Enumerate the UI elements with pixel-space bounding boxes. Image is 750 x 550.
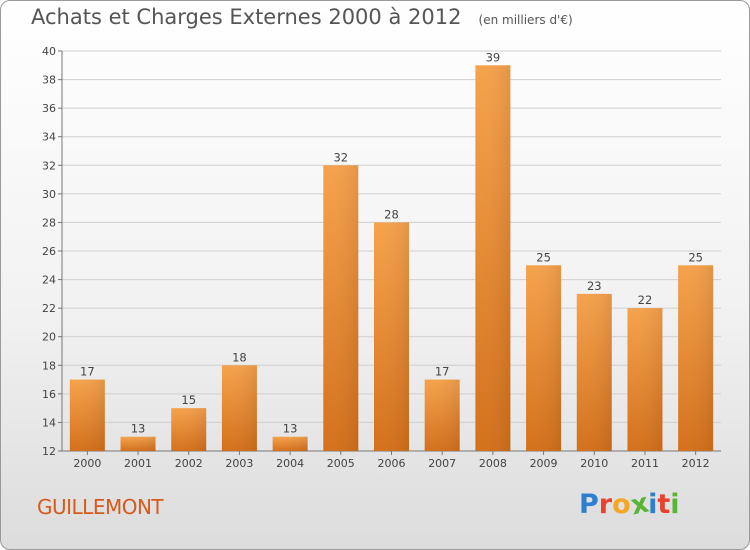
logo-letter: P	[579, 489, 599, 520]
bar-shade	[272, 436, 308, 451]
y-tick-label: 16	[42, 388, 56, 401]
value-label: 39	[486, 50, 501, 64]
value-label: 32	[333, 150, 348, 164]
value-label: 23	[587, 279, 602, 293]
logo-letter: o	[612, 489, 631, 520]
value-label: 25	[688, 250, 703, 264]
y-tick-label: 22	[42, 302, 56, 315]
bar-shade	[424, 379, 460, 451]
chart-title: Achats et Charges Externes 2000 à 2012	[31, 5, 462, 29]
y-tick-label: 18	[42, 359, 56, 372]
y-tick-label: 24	[42, 274, 56, 287]
logo-letter: r	[598, 489, 613, 520]
bar-shade	[374, 222, 409, 451]
logo-letter: t	[657, 489, 671, 520]
logo-letter: i	[670, 489, 680, 520]
title-row: Achats et Charges Externes 2000 à 2012 (…	[31, 5, 573, 29]
bar-shade	[526, 265, 562, 451]
y-tick-label: 26	[42, 245, 56, 258]
proxiti-logo: Proxiti	[579, 488, 680, 522]
value-label: 17	[435, 365, 450, 379]
value-label: 28	[384, 207, 399, 221]
bar-shade	[120, 436, 156, 451]
bar-shade	[171, 408, 207, 451]
value-label: 22	[638, 293, 653, 307]
bar-shade	[221, 365, 257, 451]
x-tick-label: 2011	[631, 457, 659, 470]
bar-shade	[475, 65, 511, 452]
value-label: 15	[181, 393, 196, 407]
x-tick-label: 2009	[530, 457, 558, 470]
y-tick-label: 36	[42, 102, 56, 115]
value-label: 13	[283, 422, 298, 436]
value-label: 25	[536, 250, 551, 264]
location-name: GUILLEMONT	[37, 495, 164, 519]
bar-shade	[678, 265, 714, 451]
y-tick-label: 20	[42, 331, 56, 344]
y-tick-label: 34	[42, 131, 56, 144]
x-tick-label: 2000	[73, 457, 101, 470]
x-tick-label: 2003	[225, 457, 253, 470]
value-label: 18	[232, 350, 247, 364]
y-tick-label: 30	[42, 188, 56, 201]
y-tick-label: 14	[42, 416, 56, 429]
x-tick-label: 2012	[682, 457, 710, 470]
y-tick-label: 32	[42, 159, 56, 172]
x-tick-label: 2010	[580, 457, 608, 470]
y-tick-label: 28	[42, 216, 56, 229]
value-label: 17	[80, 365, 95, 379]
y-tick-label: 38	[42, 74, 56, 87]
chart-subtitle: (en milliers d'€)	[478, 13, 573, 27]
logo-letter: i	[648, 489, 658, 520]
x-tick-label: 2001	[124, 457, 152, 470]
y-tick-label: 40	[42, 45, 56, 58]
value-label: 13	[131, 422, 146, 436]
x-tick-label: 2007	[428, 457, 456, 470]
y-tick-label: 12	[42, 445, 56, 458]
x-tick-label: 2002	[175, 457, 203, 470]
x-tick-label: 2005	[327, 457, 355, 470]
bar-shade	[627, 308, 663, 451]
bar-shade	[576, 293, 612, 451]
x-tick-label: 2006	[378, 457, 406, 470]
x-tick-label: 2008	[479, 457, 507, 470]
bar-shade	[323, 165, 359, 452]
bar-shade	[69, 379, 105, 451]
x-tick-label: 2004	[276, 457, 304, 470]
